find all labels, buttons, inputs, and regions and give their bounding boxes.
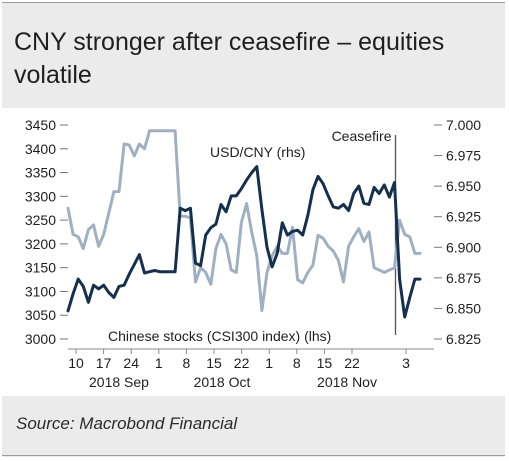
chart: 3450 3400 3350 3300 3250 3200 3150 3100 3050 3000… xyxy=(25,117,481,390)
x-axis-day-label: 22 xyxy=(344,355,360,371)
right-axis-tick-label: 6.925 xyxy=(446,209,481,225)
x-axis-day-label: 3 xyxy=(402,355,410,371)
plot-area: 3450 3400 3350 3300 3250 3200 3150 3100 3050 3000… xyxy=(2,108,505,396)
x-axis-month-label: 2018 Sep xyxy=(89,374,149,390)
x-axis-day-label: 8 xyxy=(293,355,301,371)
right-axis-tick-label: 6.825 xyxy=(446,331,481,347)
left-axis-tick-label: 3350 xyxy=(25,165,56,181)
left-axis-tick-label: 3000 xyxy=(25,331,56,347)
x-axis-day-label: 24 xyxy=(123,355,139,371)
csi300-series-line xyxy=(66,129,422,312)
x-axis-day-label: 1 xyxy=(265,355,273,371)
right-axis-tick-label: 7.000 xyxy=(446,117,481,133)
x-axis-day-label: 17 xyxy=(96,355,112,371)
top-rule xyxy=(2,2,505,3)
x-axis-day-label: 15 xyxy=(206,355,222,371)
usdcny-series-label: USD/CNY (rhs) xyxy=(210,144,305,160)
x-axis-day-label: 10 xyxy=(68,355,84,371)
right-axis-tick-label: 6.875 xyxy=(446,270,481,286)
left-axis-tick-label: 3250 xyxy=(25,212,56,228)
left-axis-tick-label: 3050 xyxy=(25,307,56,323)
x-axis-day-label: 8 xyxy=(183,355,191,371)
left-axis-tick-label: 3100 xyxy=(25,283,56,299)
bottom-rule xyxy=(2,455,505,456)
source-note: Source: Macrobond Financial xyxy=(16,414,238,433)
right-axis-tick-label: 6.950 xyxy=(446,178,481,194)
x-axis-month-label: 2018 Oct xyxy=(194,374,251,390)
left-axis-tick-label: 3200 xyxy=(25,236,56,252)
x-axis-day-label: 22 xyxy=(234,355,250,371)
right-axis-tick-label: 6.850 xyxy=(446,300,481,316)
right-axis-tick-label: 6.975 xyxy=(446,148,481,164)
usdcny-series-line xyxy=(66,165,422,319)
left-axis-tick-label: 3150 xyxy=(25,260,56,276)
chart-title: CNY stronger after ceasefire – equities … xyxy=(14,28,445,89)
ceasefire-label: Ceasefire xyxy=(332,128,392,144)
right-axis-tick-label: 6.900 xyxy=(446,239,481,255)
left-axis-tick-label: 3450 xyxy=(25,117,56,133)
left-axis-tick-label: 3300 xyxy=(25,188,56,204)
csi300-series-label: Chinese stocks (CSI300 index) (lhs) xyxy=(108,328,331,344)
left-axis-tick-label: 3400 xyxy=(25,141,56,157)
x-axis-day-label: 1 xyxy=(155,355,163,371)
x-axis-month-label: 2018 Nov xyxy=(317,374,377,390)
x-axis-day-label: 15 xyxy=(317,355,333,371)
